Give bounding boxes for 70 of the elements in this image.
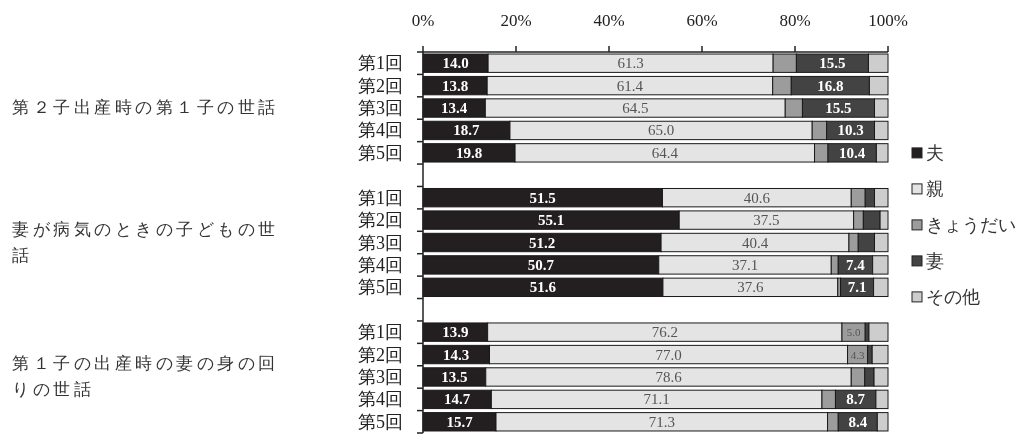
category-label: 第2回	[358, 344, 403, 365]
data-label: 16.8	[817, 77, 844, 94]
category-label: 第4回	[358, 389, 403, 410]
data-label: 7.4	[846, 256, 865, 273]
data-label: 15.7	[446, 413, 473, 430]
group-label: 妻が病気のときの子どもの世話	[12, 218, 280, 267]
group-label: 第１子の出産時の妻の身の回りの世話	[12, 352, 280, 401]
category-label: 第4回	[358, 254, 403, 275]
data-label: 10.3	[837, 122, 864, 139]
data-label: 8.7	[846, 391, 866, 408]
data-label: 10.4	[839, 144, 866, 161]
data-label: 78.6	[655, 368, 682, 385]
legend-label: その他	[926, 286, 980, 307]
data-label: 51.6	[529, 279, 557, 296]
data-label: 76.2	[651, 324, 678, 341]
data-label: 61.4	[616, 77, 644, 94]
data-label: 14.7	[444, 391, 471, 408]
data-label: 37.1	[731, 256, 759, 273]
data-label: 65.0	[647, 122, 675, 139]
group-label: 第２子出産時の第１子の世話	[12, 97, 280, 119]
data-label: 8.4	[848, 413, 868, 430]
data-label: 37.5	[753, 212, 780, 229]
data-label: 13.8	[441, 77, 469, 94]
data-label: 51.5	[529, 189, 556, 206]
x-tick-label: 100%	[868, 10, 908, 30]
x-tick-label: 0%	[411, 10, 435, 30]
category-label: 第1回	[358, 53, 403, 74]
data-label: 40.4	[741, 234, 769, 251]
data-label: 19.8	[455, 144, 483, 161]
data-label: 18.7	[453, 122, 480, 139]
data-label: 4.3	[850, 348, 865, 361]
data-label: 55.1	[538, 212, 565, 229]
data-label: 13.5	[441, 368, 468, 385]
legend-label: 妻	[926, 250, 944, 271]
category-label: 第5回	[358, 277, 403, 298]
x-tick-label: 40%	[593, 10, 625, 30]
category-label: 第3回	[358, 366, 403, 387]
data-label: 50.7	[527, 256, 554, 273]
x-tick-label: 20%	[500, 10, 532, 30]
category-label: 第3回	[358, 232, 403, 253]
data-label: 5.0	[846, 326, 861, 339]
legend-label: 夫	[926, 142, 944, 163]
data-label: 64.5	[622, 100, 649, 117]
data-label: 14.3	[443, 346, 470, 363]
data-label: 15.5	[825, 100, 852, 117]
data-label: 77.0	[655, 346, 682, 363]
category-label: 第1回	[358, 322, 403, 343]
category-label: 第2回	[358, 75, 403, 96]
category-label: 第4回	[358, 120, 403, 141]
x-tick-label: 60%	[686, 10, 718, 30]
x-tick-label: 80%	[779, 10, 811, 30]
data-label: 14.0	[442, 55, 469, 72]
data-label: 13.4	[441, 100, 468, 117]
data-label: 37.6	[737, 279, 764, 296]
category-label: 第1回	[358, 187, 403, 208]
data-label: 51.2	[528, 234, 556, 251]
category-label: 第5回	[358, 142, 403, 163]
category-label: 第2回	[358, 210, 403, 231]
category-label: 第5回	[358, 411, 403, 432]
data-label: 13.9	[442, 324, 469, 341]
data-label: 7.1	[847, 279, 867, 296]
data-label: 61.3	[617, 55, 644, 72]
category-label: 第3回	[358, 98, 403, 119]
data-label: 71.1	[643, 391, 670, 408]
data-label: 64.4	[651, 144, 678, 161]
legend-label: 親	[926, 178, 944, 199]
data-label: 15.5	[819, 55, 846, 72]
data-label: 40.6	[743, 189, 770, 206]
data-label: 71.3	[648, 413, 675, 430]
legend-label: きょうだい	[926, 214, 1016, 235]
